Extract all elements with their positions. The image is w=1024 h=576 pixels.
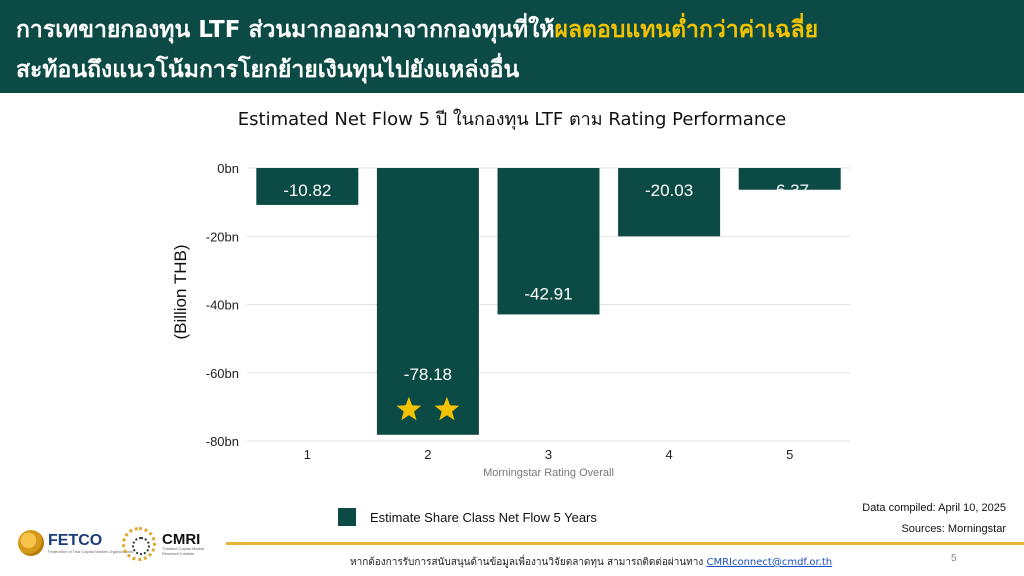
data-compiled-note: Data compiled: April 10, 2025: [862, 502, 1006, 514]
x-tick-label: 1: [304, 447, 311, 462]
bar: [376, 168, 479, 435]
y-axis-title: (Billion THB): [171, 244, 190, 339]
bar: [738, 168, 841, 190]
x-tick-label: 2: [424, 447, 431, 462]
star-icon: [396, 396, 422, 421]
star-icon: [434, 396, 460, 421]
headline-highlight: ผลตอบแทนต่ำกว่าค่าเฉลี่ย: [554, 17, 819, 43]
data-label: -78.18: [404, 365, 452, 384]
y-tick-label: -20bn: [206, 229, 239, 244]
bar: [256, 168, 359, 205]
bar: [497, 168, 600, 315]
data-label: -42.91: [524, 284, 572, 303]
y-tick-label: -80bn: [206, 434, 239, 449]
footer-contact: หากต้องการรับการสนับสนุนด้านข้อมูลเพื่อง…: [350, 555, 832, 570]
x-tick-label: 4: [665, 447, 672, 462]
y-tick-label: -60bn: [206, 366, 239, 381]
fetco-wordmark: FETCO: [48, 531, 103, 549]
cmri-subtitle: Thailand Capital Market Research Institu…: [162, 546, 205, 556]
cmri-logo: CMRI Thailand Capital Market Research In…: [122, 527, 222, 561]
sources-note: Sources: Morningstar: [901, 523, 1006, 535]
cmri-wordmark: CMRI: [162, 531, 201, 549]
x-tick-label: 3: [545, 447, 552, 462]
footer-divider: [226, 542, 1024, 545]
footer-contact-text: หากต้องการรับการสนับสนุนด้านข้อมูลเพื่อง…: [350, 557, 707, 568]
chart-legend: Estimate Share Class Net Flow 5 Years: [338, 508, 597, 526]
y-tick-label: 0bn: [217, 161, 239, 176]
data-label: -6.37: [770, 181, 809, 200]
legend-label: Estimate Share Class Net Flow 5 Years: [370, 509, 597, 525]
page-number: 5: [951, 553, 957, 564]
chart-title: Estimated Net Flow 5 ปี ในกองทุน LTF ตาม…: [237, 109, 787, 130]
cmri-emblem-icon: [122, 527, 156, 561]
headline-line-1: การเทขายกองทุน LTF ส่วนมากออกมาจากกองทุน…: [16, 12, 818, 48]
y-tick-label: -40bn: [206, 298, 239, 313]
header-banner: การเทขายกองทุน LTF ส่วนมากออกมาจากกองทุน…: [0, 0, 1024, 93]
headline-prefix: การเทขายกองทุน LTF ส่วนมากออกมาจากกองทุน…: [16, 17, 555, 43]
fetco-logo: FETCO Federation of Thai Capital Market …: [18, 530, 133, 556]
headline-line-2: สะท้อนถึงแนวโน้มการโยกย้ายเงินทุนไปยังแห…: [16, 57, 520, 83]
fetco-emblem-icon: [18, 530, 44, 556]
x-axis-title: Morningstar Rating Overall: [483, 467, 614, 479]
data-label: -20.03: [645, 181, 693, 200]
fetco-subtitle: Federation of Thai Capital Market Organi…: [48, 548, 134, 554]
x-tick-label: 5: [786, 447, 793, 462]
data-label: -10.82: [283, 181, 331, 200]
bar-chart: 0bn -20bn -40bn -60bn -80bn -10.82 1 -78.18 2 -42…: [171, 161, 850, 479]
contact-email-link[interactable]: CMRIconnect@cmdf.or.th: [706, 557, 833, 568]
bar: [618, 168, 721, 237]
legend-swatch: [338, 508, 356, 526]
